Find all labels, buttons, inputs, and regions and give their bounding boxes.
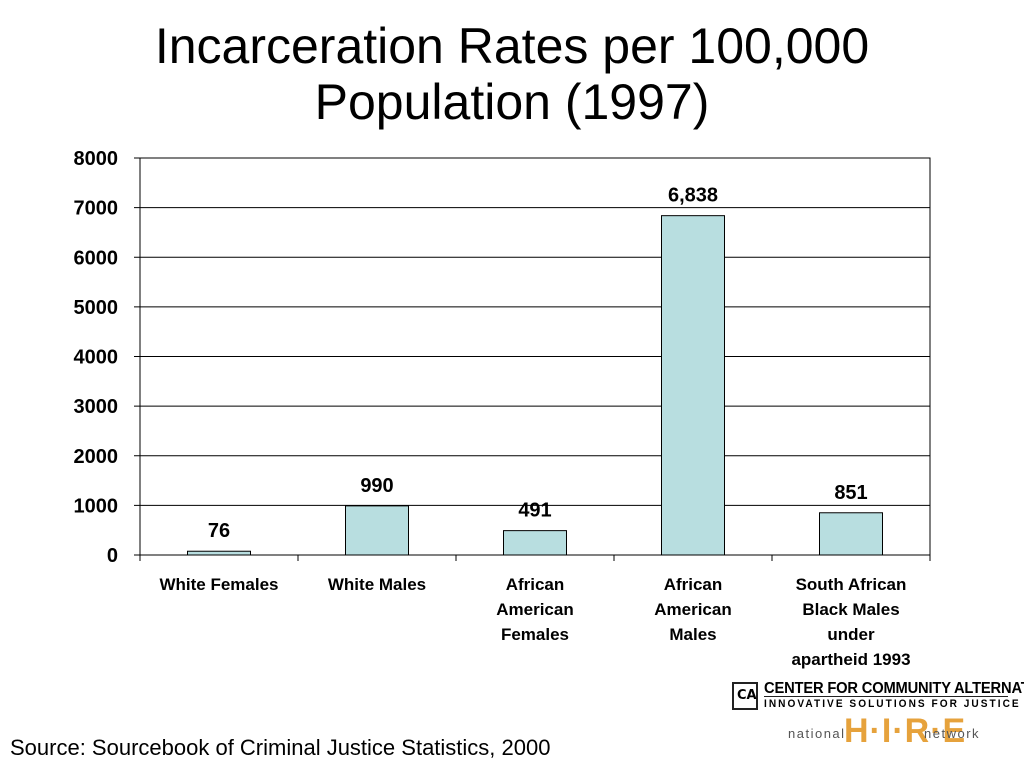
logo-org-name: CENTER FOR COMMUNITY ALTERNATIVES [764,680,1024,697]
logo-national: national [788,726,846,741]
logo-rule [764,696,1008,697]
x-category-label-line: White Females [159,575,279,594]
title-line-2: Population (1997) [314,74,710,130]
data-label: 491 [518,500,551,522]
x-category-label: African American Males [615,572,771,647]
x-category-label-line: African [505,575,565,594]
x-category-label-line: Males [669,625,717,644]
x-category-label-line: White Males [327,575,427,594]
organization-logo: CA CENTER FOR COMMUNITY ALTERNATIVES INN… [732,678,1024,754]
bar [345,505,409,556]
source-note: Source: Sourcebook of Criminal Justice S… [10,735,551,760]
y-tick-label: 8000 [74,148,119,170]
x-category-label-line: American [654,600,732,619]
x-category-label-line: American [496,600,574,619]
logo-org-tagline: INNOVATIVE SOLUTIONS FOR JUSTICE [764,698,1021,710]
x-category-label: White Males [299,572,455,597]
data-label: 851 [834,482,867,504]
cca-logo-icon: CA [732,682,758,710]
title-line-1: Incarceration Rates per 100,000 [154,18,870,74]
x-category-label: White Females [141,572,297,597]
bar [503,530,567,556]
chart-title: Incarceration Rates per 100,000 Populati… [0,18,1024,130]
data-label: 990 [360,475,393,497]
x-category-label: South African Black Males under apartheid 1… [773,572,929,672]
logo-network: network [924,726,981,741]
x-category-label-line: Black Males [802,600,900,619]
x-category-label-line: apartheid 1993 [791,650,911,669]
y-tick-label: 6000 [74,247,119,269]
x-category-label-line: South African [795,575,907,594]
y-tick-label: 5000 [74,297,119,319]
bar [187,550,251,556]
y-tick-label: 3000 [74,396,119,418]
x-category-label-line: African [663,575,723,594]
bar [819,512,883,556]
y-tick-label: 4000 [74,347,119,369]
y-tick-label: 0 [107,545,118,567]
logo-hire: H·I·R·E [844,712,967,750]
data-label: 6,838 [668,185,718,207]
data-label: 76 [208,520,230,542]
x-category-label: African American Females [457,572,613,647]
y-tick-label: 1000 [74,495,119,517]
bar [661,215,725,556]
y-tick-label: 2000 [74,446,119,468]
x-category-label-line: under [827,625,875,644]
x-category-label-line: Females [500,625,570,644]
y-tick-label: 7000 [74,198,119,220]
